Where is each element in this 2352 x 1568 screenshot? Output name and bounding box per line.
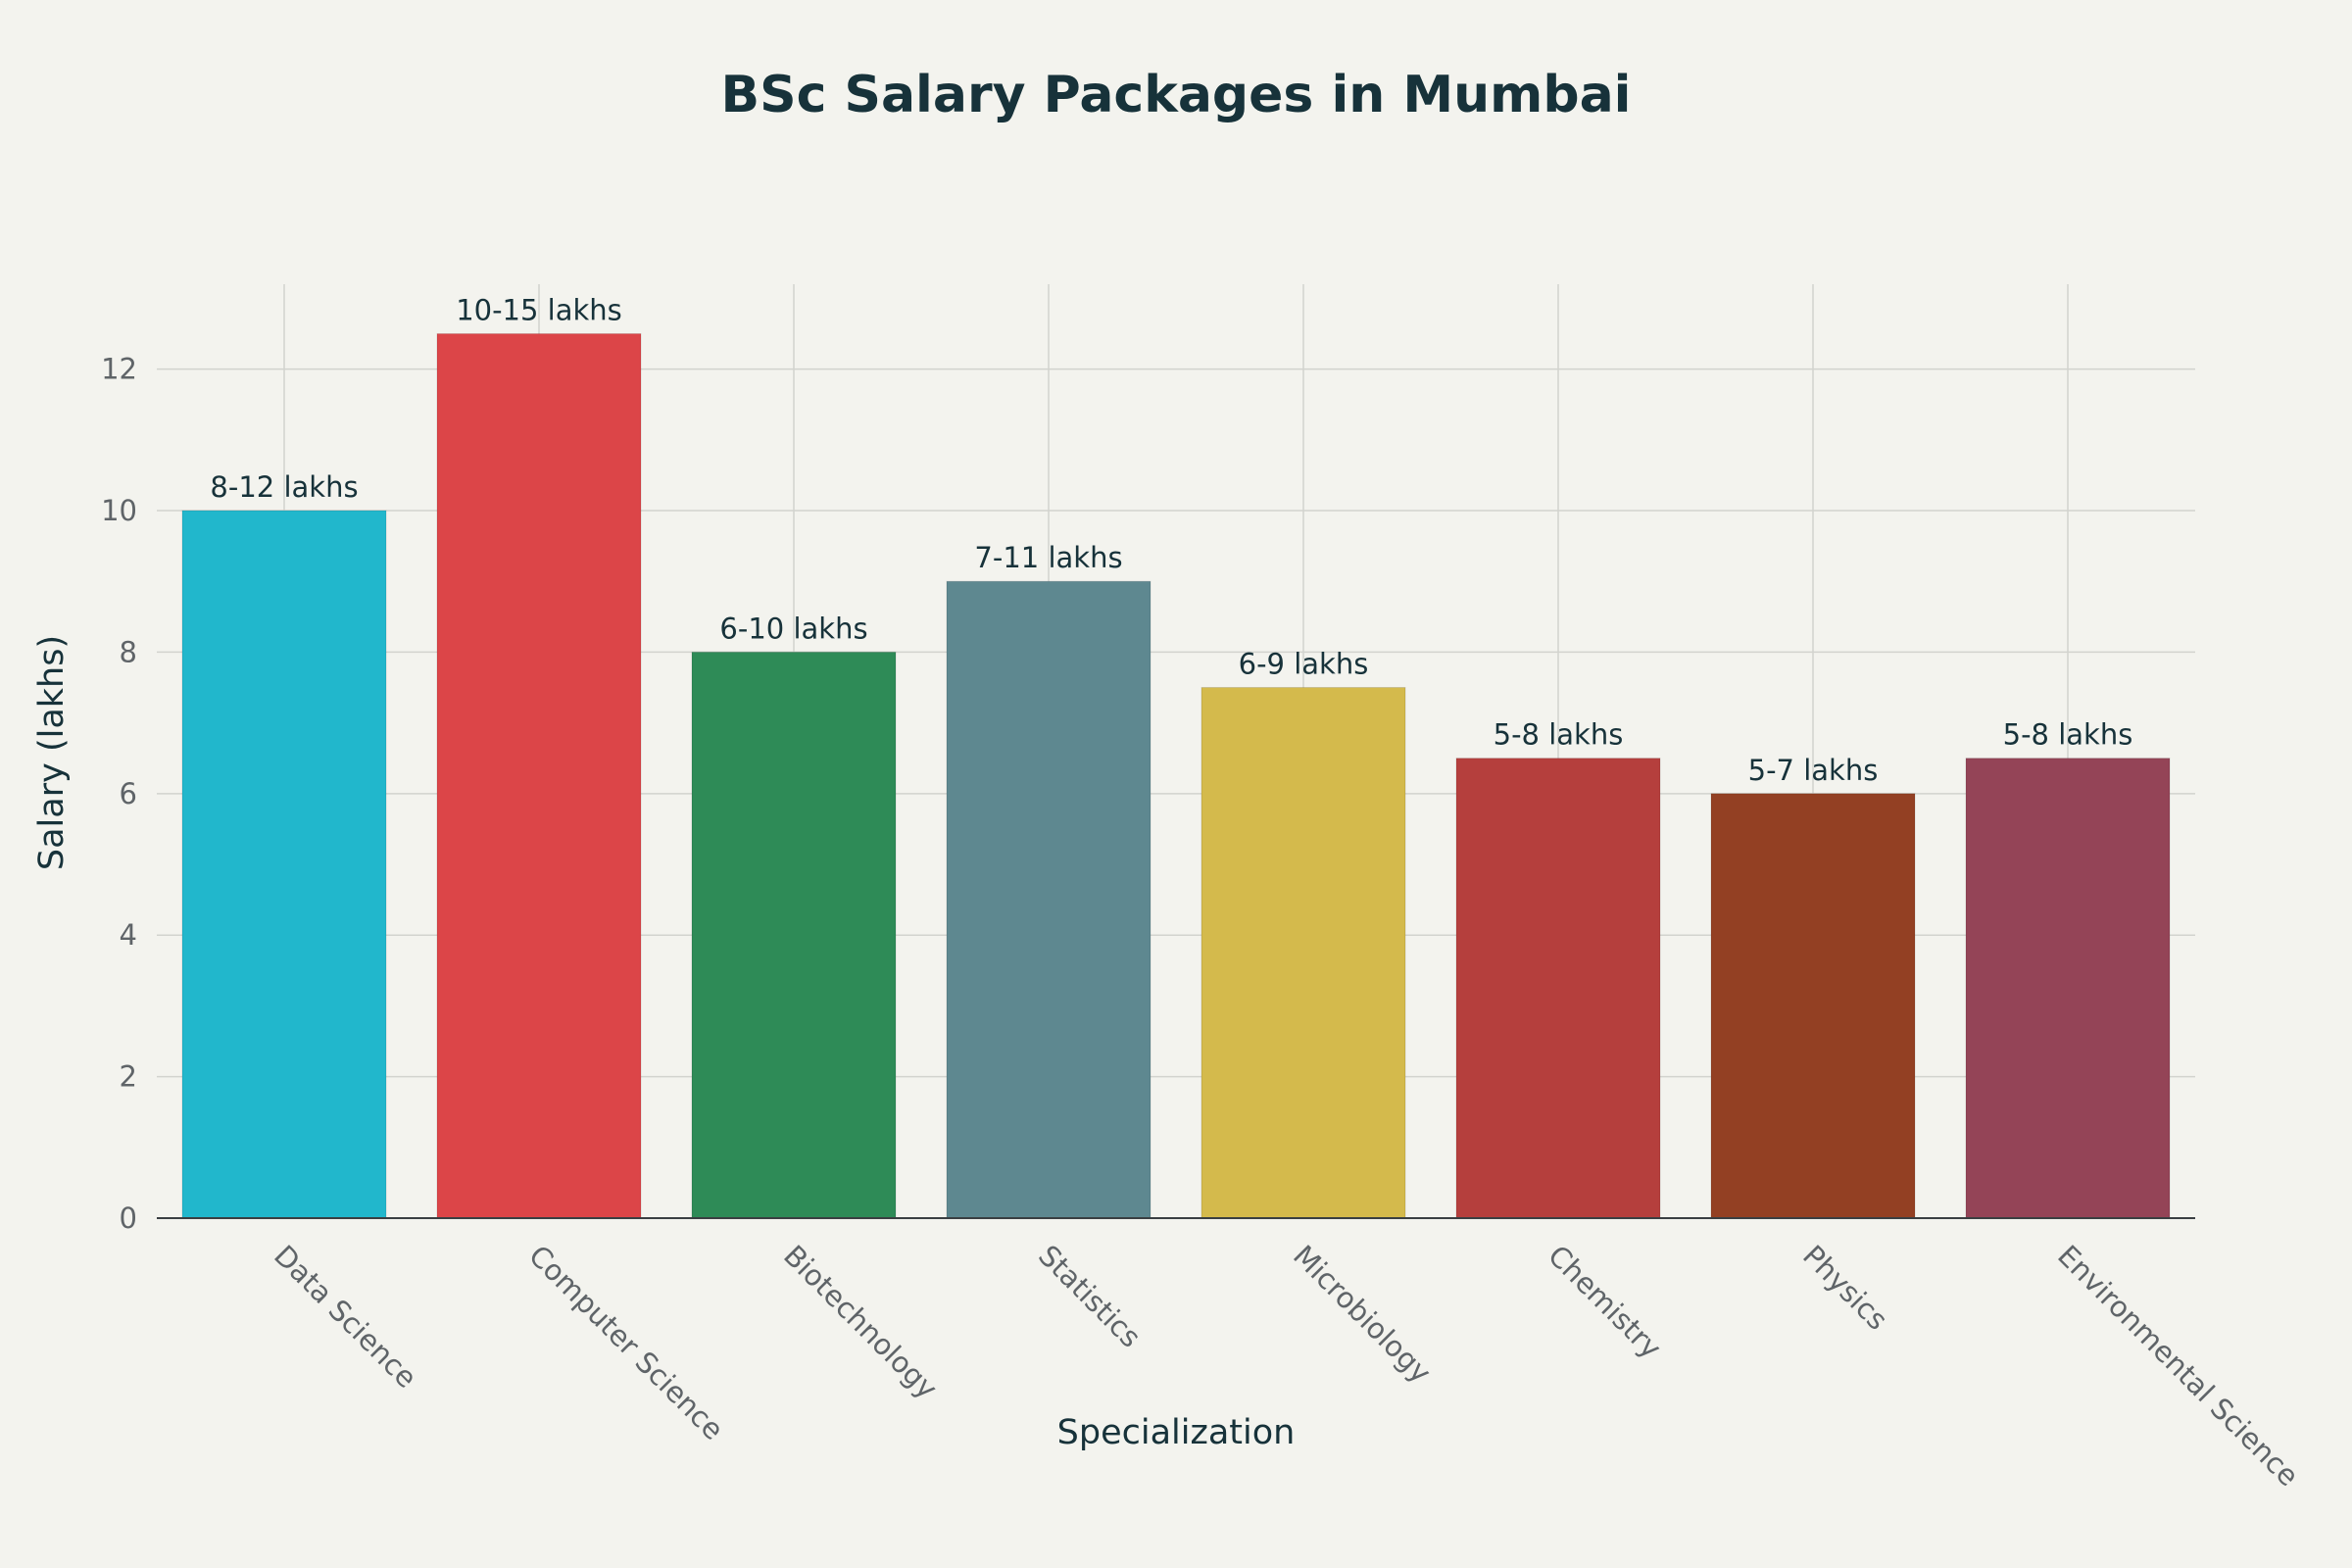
x-tick-label: Biotechnology <box>777 1239 944 1405</box>
bar <box>436 333 642 1219</box>
bar-data-label: 7-11 lakhs <box>974 541 1122 574</box>
x-tick-label: Physics <box>1796 1239 1894 1337</box>
x-tick-label: Environmental Science <box>2051 1239 2305 1493</box>
y-tick-label: 0 <box>120 1201 137 1235</box>
bar <box>1200 687 1406 1219</box>
bar-data-label: 10-15 lakhs <box>456 294 622 327</box>
bar-data-label: 6-10 lakhs <box>719 612 867 645</box>
bar <box>1965 758 2171 1219</box>
bar-data-label: 5-8 lakhs <box>2003 718 2133 752</box>
bar <box>691 651 897 1219</box>
x-axis-title: Specialization <box>1057 1413 1296 1452</box>
x-tick-label: Computer Science <box>522 1239 730 1446</box>
y-tick-label: 8 <box>120 635 137 668</box>
data-labels: 8-12 lakhs 10-15 lakhs 6-10 lakhs 7-11 lakh… <box>210 294 2132 787</box>
bar-data-label: 5-8 lakhs <box>1494 718 1624 752</box>
x-axis-ticks: Data Science Computer Science Biotechnolog… <box>268 1239 2305 1493</box>
y-axis-ticks: 0 2 4 6 8 10 12 <box>101 353 137 1235</box>
y-tick-label: 12 <box>101 353 137 386</box>
bar-data-label: 8-12 lakhs <box>210 470 358 504</box>
bar-data-label: 6-9 lakhs <box>1239 648 1369 681</box>
chart-title: BSc Salary Packages in Mumbai <box>721 66 1632 124</box>
y-tick-label: 10 <box>101 494 137 527</box>
y-axis-title: Salary (lakhs) <box>32 635 72 870</box>
bar <box>1710 793 1916 1219</box>
x-tick-label: Statistics <box>1032 1239 1148 1354</box>
y-tick-label: 6 <box>120 777 137 810</box>
bar <box>181 510 387 1219</box>
y-tick-label: 4 <box>120 918 137 952</box>
x-tick-label: Data Science <box>268 1239 423 1395</box>
bar <box>946 580 1152 1219</box>
x-tick-label: Chemistry <box>1542 1239 1668 1365</box>
x-tick-label: Microbiology <box>1287 1239 1438 1390</box>
bars <box>181 333 2171 1219</box>
bar <box>1455 758 1661 1219</box>
y-tick-label: 2 <box>120 1060 137 1094</box>
bar-data-label: 5-7 lakhs <box>1748 754 1879 787</box>
